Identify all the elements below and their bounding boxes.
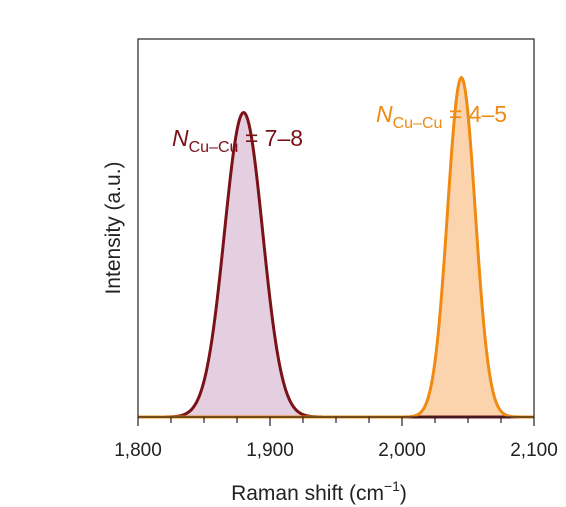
peak-fill-1: [167, 112, 321, 417]
peak-annotation-1: NCu–Cu = 7–8: [172, 125, 303, 156]
x-axis-title-sup: −1: [384, 478, 400, 494]
x-ticks: [137, 417, 535, 426]
x-tick-label: 2,100: [510, 440, 558, 461]
x-axis-title: Raman shift (cm−1): [231, 478, 407, 505]
x-tick-label: 2,000: [378, 440, 426, 461]
x-tick-label: 1,900: [246, 440, 294, 461]
x-tick-labels: 1,800 1,900 2,000 2,100: [114, 440, 558, 461]
x-tick-label: 1,800: [114, 440, 162, 461]
peak-fill-2: [405, 77, 517, 417]
x-axis-title-end: ): [400, 482, 407, 505]
peak-fills: [167, 77, 517, 417]
peak-annotation-2: NCu–Cu = 4–5: [376, 101, 507, 132]
y-axis-title: Intensity (a.u.): [102, 161, 125, 294]
